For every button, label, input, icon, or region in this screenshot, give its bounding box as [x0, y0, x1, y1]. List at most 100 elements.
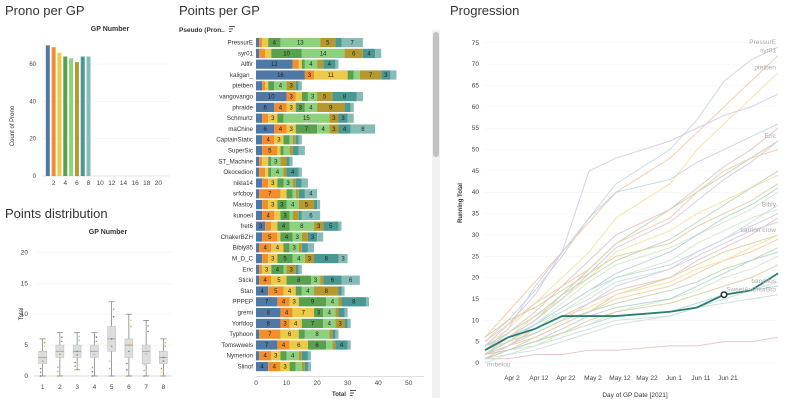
points-segment[interactable]: [353, 70, 360, 80]
prono-bar[interactable]: [45, 45, 50, 176]
points-segment[interactable]: [314, 254, 339, 264]
points-segment[interactable]: [277, 340, 290, 350]
points-segment[interactable]: [280, 318, 290, 328]
points-segment[interactable]: [274, 135, 284, 145]
points-segment[interactable]: [256, 156, 260, 166]
points-segment[interactable]: [341, 286, 345, 296]
points-segment[interactable]: [277, 221, 290, 231]
points-segment[interactable]: [256, 135, 263, 145]
points-segment[interactable]: [286, 124, 296, 134]
points-segment[interactable]: [375, 48, 382, 58]
points-segment[interactable]: [292, 254, 305, 264]
points-segment[interactable]: [280, 351, 287, 361]
points-segment[interactable]: [289, 243, 299, 253]
pseudo-label[interactable]: Slinof: [238, 364, 254, 371]
points-segment[interactable]: [295, 189, 299, 199]
points-segment[interactable]: [341, 38, 363, 48]
points-segment[interactable]: [289, 135, 293, 145]
points-segment[interactable]: [256, 167, 260, 177]
points-segment[interactable]: [286, 81, 296, 91]
points-segment[interactable]: [292, 232, 302, 242]
pseudo-label[interactable]: maChine: [228, 126, 253, 133]
pseudo-label[interactable]: Sticki: [238, 277, 253, 284]
prono-bar[interactable]: [80, 56, 85, 176]
pseudo-label[interactable]: Stan: [240, 288, 253, 295]
points-segment[interactable]: [286, 264, 296, 274]
points-segment[interactable]: [292, 135, 296, 145]
progression-line[interactable]: [484, 187, 779, 355]
points-segment[interactable]: [307, 351, 311, 361]
points-segment[interactable]: [271, 48, 302, 58]
pseudo-label[interactable]: srfcboy: [233, 191, 254, 198]
points-segment[interactable]: [347, 70, 354, 80]
points-segment[interactable]: [262, 264, 272, 274]
points-segment[interactable]: [286, 102, 296, 112]
points-segment[interactable]: [277, 200, 287, 210]
points-segment[interactable]: [317, 124, 330, 134]
points-segment[interactable]: [256, 200, 263, 210]
points-segment[interactable]: [295, 135, 299, 145]
prono-bar[interactable]: [74, 62, 79, 177]
points-segment[interactable]: [320, 275, 324, 285]
points-segment[interactable]: [268, 200, 278, 210]
points-segment[interactable]: [329, 329, 333, 339]
points-segment[interactable]: [280, 329, 299, 339]
points-segment[interactable]: [307, 340, 327, 350]
points-segment[interactable]: [317, 232, 324, 242]
points-segment[interactable]: [265, 81, 269, 91]
pseudo-label[interactable]: Yorfdog: [232, 320, 254, 327]
points-segment[interactable]: [268, 113, 278, 123]
points-segment[interactable]: [268, 38, 281, 48]
points-segment[interactable]: [332, 329, 336, 339]
points-segment[interactable]: [271, 156, 281, 166]
pseudo-label[interactable]: nikla14: [233, 180, 253, 187]
points-segment[interactable]: [326, 297, 339, 307]
prono-bar[interactable]: [57, 52, 62, 176]
points-segment[interactable]: [298, 81, 302, 91]
points-segment[interactable]: [286, 351, 299, 361]
points-segment[interactable]: [298, 135, 302, 145]
progression-line[interactable]: [484, 221, 779, 355]
pseudo-label[interactable]: Mastoy: [233, 202, 254, 209]
points-segment[interactable]: [298, 146, 305, 156]
points-segment[interactable]: [256, 351, 260, 361]
pseudo-label[interactable]: CaptainStatic: [216, 137, 253, 144]
points-segment[interactable]: [381, 70, 391, 80]
points-segment[interactable]: [268, 167, 272, 177]
points-segment[interactable]: [307, 362, 311, 372]
pseudo-label[interactable]: Eric: [242, 266, 253, 273]
pseudo-label[interactable]: SuperSic: [228, 148, 253, 155]
points-segment[interactable]: [301, 362, 305, 372]
points-segment[interactable]: [344, 318, 348, 328]
pseudo-label[interactable]: kaligan_: [230, 72, 254, 79]
points-segment[interactable]: [268, 254, 278, 264]
points-segment[interactable]: [256, 232, 263, 242]
points-segment[interactable]: [289, 221, 315, 231]
points-segment[interactable]: [259, 167, 266, 177]
pseudo-label[interactable]: syr01: [238, 50, 254, 57]
points-segment[interactable]: [256, 243, 260, 253]
pseudo-label[interactable]: Nymerion: [227, 353, 254, 360]
progression-marker[interactable]: [720, 291, 728, 299]
progression-line[interactable]: [484, 281, 779, 364]
points-segment[interactable]: [335, 59, 339, 69]
points-segment[interactable]: [280, 308, 293, 318]
points-segment[interactable]: [295, 362, 302, 372]
points-segment[interactable]: [356, 92, 363, 102]
points-segment[interactable]: [362, 48, 376, 58]
prono-bar[interactable]: [86, 56, 91, 176]
points-segment[interactable]: [295, 102, 305, 112]
points-scrollbar[interactable]: [432, 30, 440, 398]
points-segment[interactable]: [307, 92, 318, 102]
pseudo-label[interactable]: Schmurtz: [227, 115, 253, 122]
points-segment[interactable]: [271, 351, 281, 361]
prono-bar[interactable]: [51, 47, 56, 177]
points-segment[interactable]: [301, 286, 315, 296]
points-segment[interactable]: [280, 232, 293, 242]
sort-icon[interactable]: [229, 26, 235, 32]
points-segment[interactable]: [341, 297, 366, 307]
points-segment[interactable]: [256, 318, 281, 328]
pseudo-label[interactable]: PressurE: [228, 40, 253, 47]
points-segment[interactable]: [265, 221, 272, 231]
points-segment[interactable]: [301, 48, 345, 58]
